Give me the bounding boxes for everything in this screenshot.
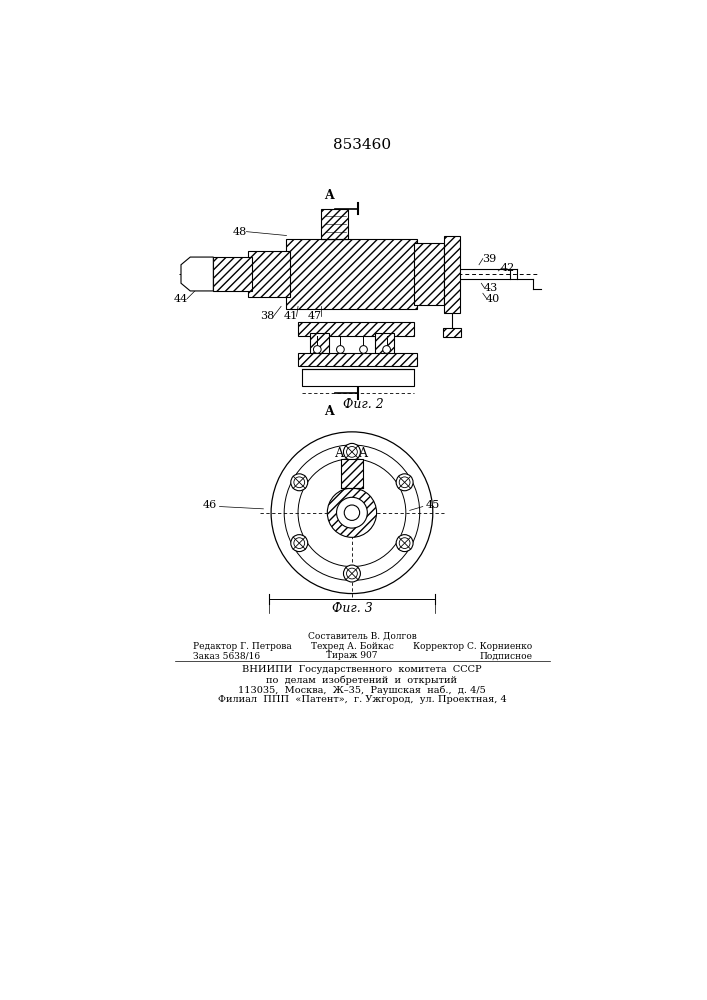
Text: по  делам  изобретений  и  открытий: по делам изобретений и открытий bbox=[267, 675, 457, 685]
Bar bbox=[375, 333, 395, 355]
Bar bbox=[298, 353, 417, 366]
Text: 45: 45 bbox=[426, 500, 440, 510]
Text: Филиал  ППП  «Патент»,  г. Ужгород,  ул. Проектная, 4: Филиал ППП «Патент», г. Ужгород, ул. Про… bbox=[218, 695, 506, 704]
Bar bbox=[443, 328, 461, 337]
Bar bbox=[302, 369, 414, 386]
Polygon shape bbox=[181, 257, 214, 291]
Circle shape bbox=[382, 346, 390, 353]
Bar bbox=[341, 459, 363, 488]
Text: 38: 38 bbox=[260, 311, 274, 321]
Circle shape bbox=[327, 488, 377, 537]
Circle shape bbox=[346, 568, 357, 579]
Circle shape bbox=[396, 474, 413, 491]
Text: Заказ 5638/16: Заказ 5638/16 bbox=[192, 651, 259, 660]
Text: 44: 44 bbox=[174, 294, 188, 304]
Text: Подписное: Подписное bbox=[479, 651, 532, 660]
Text: 39: 39 bbox=[482, 254, 496, 264]
Circle shape bbox=[294, 477, 305, 488]
Bar bbox=[444, 235, 460, 312]
Circle shape bbox=[294, 538, 305, 549]
Circle shape bbox=[337, 497, 368, 528]
Text: 853460: 853460 bbox=[333, 138, 391, 152]
Text: Редактор Г. Петрова: Редактор Г. Петрова bbox=[192, 642, 291, 651]
Circle shape bbox=[344, 565, 361, 582]
Text: Техред А. Бойкас: Техред А. Бойкас bbox=[310, 642, 393, 651]
Circle shape bbox=[337, 346, 344, 353]
Circle shape bbox=[344, 505, 360, 520]
Circle shape bbox=[313, 346, 321, 353]
Text: Составитель В. Долгов: Составитель В. Долгов bbox=[308, 631, 416, 640]
Bar bbox=[414, 243, 444, 305]
Text: 43: 43 bbox=[484, 283, 498, 293]
Bar bbox=[214, 257, 252, 291]
Text: A: A bbox=[324, 189, 334, 202]
Text: Тираж 907: Тираж 907 bbox=[326, 651, 378, 660]
Text: Фиг. 2: Фиг. 2 bbox=[343, 398, 384, 411]
Text: 40: 40 bbox=[486, 294, 500, 304]
Text: А – А: А – А bbox=[335, 447, 368, 460]
Circle shape bbox=[291, 535, 308, 552]
Text: Корректор С. Корниенко: Корректор С. Корниенко bbox=[413, 642, 532, 651]
Bar bbox=[298, 322, 414, 336]
Circle shape bbox=[291, 474, 308, 491]
Circle shape bbox=[360, 346, 368, 353]
Circle shape bbox=[344, 443, 361, 460]
Circle shape bbox=[399, 538, 410, 549]
Circle shape bbox=[396, 535, 413, 552]
Text: 42: 42 bbox=[501, 263, 515, 273]
Bar bbox=[310, 333, 329, 355]
Circle shape bbox=[399, 477, 410, 488]
Text: A: A bbox=[324, 405, 334, 418]
Bar bbox=[248, 251, 291, 297]
Circle shape bbox=[346, 446, 357, 457]
Bar bbox=[286, 239, 417, 309]
Text: Фиг. 3: Фиг. 3 bbox=[332, 602, 373, 615]
Text: ВНИИПИ  Государственного  комитета  СССР: ВНИИПИ Государственного комитета СССР bbox=[242, 665, 481, 674]
Text: 47: 47 bbox=[308, 311, 322, 321]
Text: 41: 41 bbox=[284, 311, 298, 321]
Text: 113035,  Москва,  Ж–35,  Раушская  наб.,  д. 4/5: 113035, Москва, Ж–35, Раушская наб., д. … bbox=[238, 685, 486, 695]
Text: 48: 48 bbox=[233, 227, 247, 237]
Bar bbox=[321, 209, 348, 239]
Text: 46: 46 bbox=[202, 500, 216, 510]
